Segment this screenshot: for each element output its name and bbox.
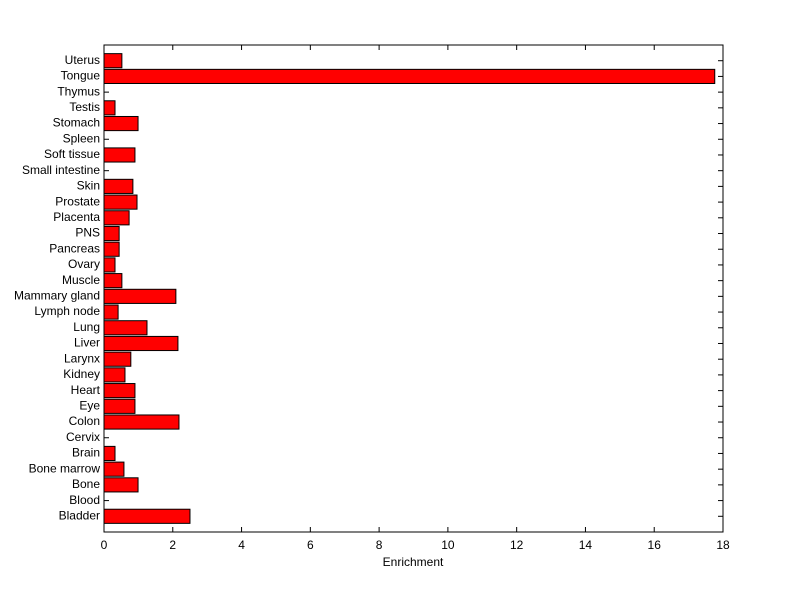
y-tick-label: Ovary: [68, 257, 100, 271]
bar: [103, 288, 177, 304]
bar: [103, 445, 116, 462]
bar: [103, 53, 123, 69]
y-tick-label: Skin: [77, 179, 100, 193]
bar: [103, 225, 120, 242]
y-tick-label: Bone marrow: [29, 461, 101, 475]
y-tick-label: Mammary gland: [14, 289, 100, 303]
x-tick-label: 16: [648, 538, 662, 552]
y-tick-label: Placenta: [53, 210, 100, 224]
y-tick-label: Pancreas: [49, 241, 100, 255]
bar: [103, 351, 132, 367]
y-tick-label: Soft tissue: [44, 147, 100, 161]
y-tick-label: Larynx: [64, 351, 100, 365]
x-tick-label: 4: [238, 538, 245, 552]
bar: [103, 115, 139, 132]
bar: [103, 335, 179, 352]
x-tick-label: 6: [307, 538, 314, 552]
y-tick-label: Cervix: [66, 430, 100, 444]
bar: [103, 194, 138, 210]
y-tick-label: Bladder: [59, 508, 100, 522]
y-tick-label: Heart: [71, 383, 101, 397]
y-tick-label: Tongue: [61, 69, 101, 83]
bar: [103, 508, 191, 524]
bar: [103, 414, 180, 430]
x-tick-label: 0: [101, 538, 108, 552]
bar: [103, 257, 116, 273]
bar: [103, 100, 116, 116]
y-tick-label: Testis: [69, 100, 100, 114]
x-tick-label: 18: [716, 538, 730, 552]
bar: [103, 304, 119, 320]
x-tick-label: 8: [376, 538, 383, 552]
x-tick-label: 12: [510, 538, 524, 552]
y-tick-label: Colon: [69, 414, 100, 428]
y-tick-label: Eye: [79, 398, 100, 412]
bar: [103, 461, 125, 477]
x-tick-label: 2: [169, 538, 176, 552]
x-axis-label: Enrichment: [383, 555, 444, 569]
bar: [103, 477, 139, 493]
bar: [103, 210, 130, 226]
y-tick-label: PNS: [75, 226, 100, 240]
bar: [103, 367, 126, 383]
y-tick-label: Stomach: [53, 116, 100, 130]
bar: [103, 320, 148, 336]
y-tick-label: Uterus: [65, 53, 100, 67]
bar: [103, 398, 136, 414]
y-tick-label: Liver: [74, 336, 100, 350]
bar: [103, 273, 123, 289]
y-tick-label: Blood: [69, 493, 100, 507]
y-tick-label: Lung: [73, 320, 100, 334]
x-tick-label: 14: [579, 538, 593, 552]
plot-frame: [103, 44, 724, 533]
y-tick-label: Kidney: [63, 367, 100, 381]
y-tick-label: Bone: [72, 477, 100, 491]
y-tick-label: Muscle: [62, 273, 100, 287]
bar: [103, 147, 136, 163]
y-tick-label: Spleen: [63, 131, 100, 145]
bar: [103, 241, 120, 257]
y-tick-label: Brain: [72, 446, 100, 460]
y-tick-label: Lymph node: [34, 304, 100, 318]
bar: [103, 68, 716, 84]
y-tick-label: Thymus: [57, 84, 100, 98]
bar: [103, 383, 136, 399]
y-tick-label: Small intestine: [22, 163, 100, 177]
bar: [103, 178, 134, 194]
x-tick-label: 10: [441, 538, 455, 552]
y-tick-label: Prostate: [55, 194, 100, 208]
